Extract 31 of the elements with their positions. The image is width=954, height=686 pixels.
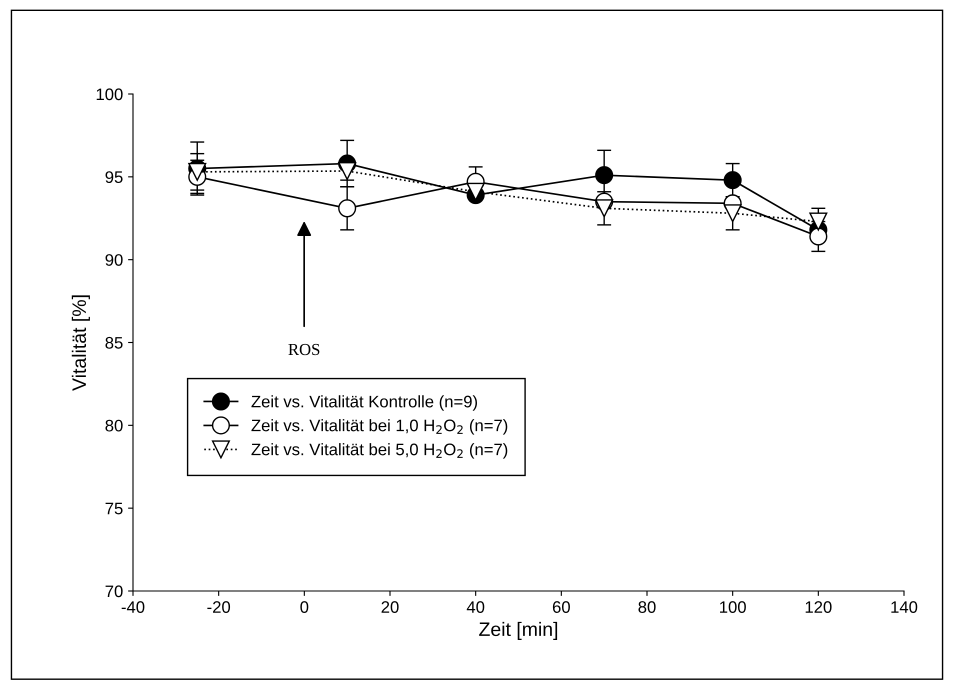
x-axis-title: Zeit [min]: [479, 622, 558, 640]
point: [724, 204, 742, 222]
legend-label: Zeit vs. Vitalität bei 5,0 H$_{2}$O$_{2}$ (n=7): [251, 443, 508, 459]
point: [595, 199, 614, 218]
x-tick-label: 40: [466, 601, 484, 613]
y-tick-label: 70: [106, 585, 123, 598]
x-tick-label: 80: [638, 601, 656, 613]
annotation: ROS: [288, 344, 320, 356]
legend-label: Zeit vs. Vitalität bei 1,0 H$_{2}$O$_{2}$ (n=7): [251, 419, 508, 435]
y-tick-label: 75: [106, 502, 123, 514]
y-tick-label: 80: [105, 420, 123, 432]
point: [595, 166, 614, 184]
point: [809, 212, 828, 231]
y-axis-title: Vitalität [%]: [72, 295, 90, 391]
x-tick-label: 60: [552, 601, 570, 613]
x-tick-label: 120: [806, 601, 832, 613]
point: [724, 171, 742, 190]
point: [809, 227, 828, 246]
x-tick-label: 100: [720, 601, 746, 613]
x-tick-label: 140: [891, 601, 918, 613]
y-tick-label: 85: [105, 336, 123, 349]
y-tick-label: 90: [106, 254, 123, 266]
legend-label: Zeit vs. Vitalität Kontrolle (n=9): [251, 395, 478, 411]
y-tick-label: 100: [96, 88, 123, 100]
x-tick-label: -20: [207, 601, 230, 613]
x-tick-label: -40: [122, 601, 144, 613]
point: [338, 199, 356, 218]
x-tick-label: 20: [382, 601, 399, 613]
x-tick-label: 0: [300, 601, 308, 613]
y-tick-label: 95: [106, 171, 123, 184]
point: [188, 162, 206, 181]
